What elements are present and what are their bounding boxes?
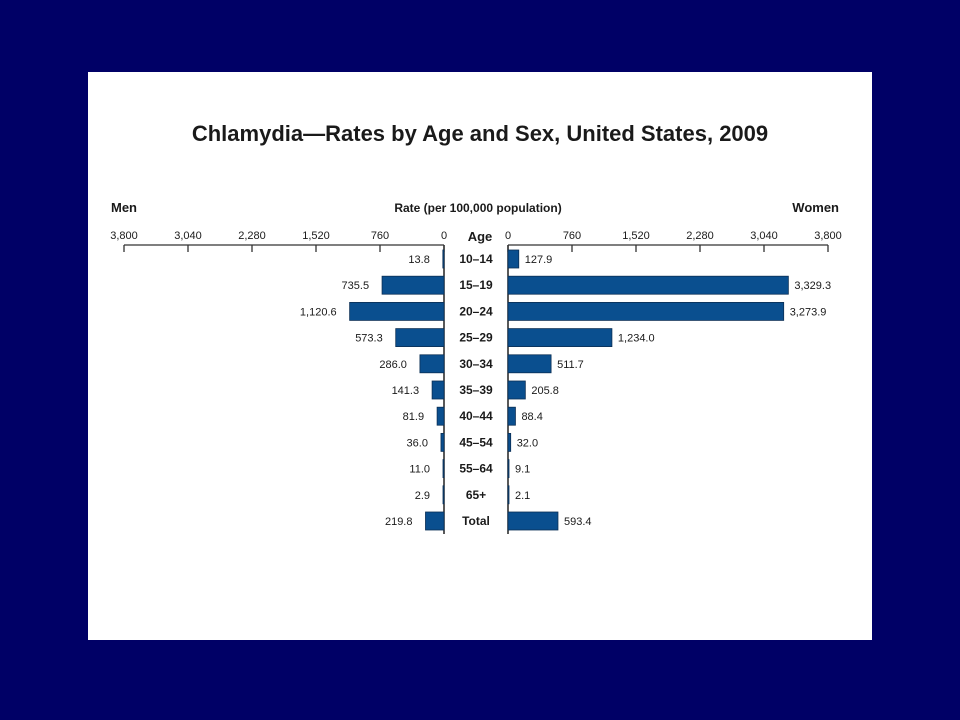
women-value-label: 127.9: [525, 254, 553, 266]
men-label: Men: [111, 200, 137, 215]
women-tick-label: 2,280: [686, 230, 714, 242]
men-value-label: 1,120.6: [300, 306, 337, 318]
men-bar: [349, 301, 445, 321]
age-category-label: 15–19: [459, 278, 493, 292]
men-tick-label: 3,040: [174, 230, 202, 242]
age-header: Age: [468, 229, 493, 244]
men-value-label: 13.8: [408, 254, 429, 266]
women-value-label: 593.4: [564, 516, 592, 528]
women-tick-label: 3,800: [814, 230, 842, 242]
women-value-label: 1,234.0: [618, 333, 655, 345]
men-value-label: 2.9: [415, 490, 430, 502]
axis-title: Rate (per 100,000 population): [394, 201, 561, 215]
men-bar: [442, 485, 445, 505]
women-value-label: 205.8: [531, 385, 559, 397]
slide-panel: Chlamydia—Rates by Age and Sex, United S…: [88, 72, 872, 640]
women-value-label: 3,329.3: [794, 280, 831, 292]
men-bar: [440, 432, 445, 452]
women-tick-label: 760: [563, 230, 581, 242]
women-bar: [507, 328, 613, 348]
women-bar: [507, 249, 520, 269]
men-bar: [419, 354, 445, 374]
men-bar: [381, 275, 445, 295]
men-value-label: 219.8: [385, 516, 413, 528]
age-category-label: 65+: [466, 488, 486, 502]
women-bar: [507, 354, 552, 374]
women-value-label: 32.0: [517, 437, 538, 449]
men-value-label: 573.3: [355, 333, 383, 345]
age-category-label: 10–14: [459, 252, 493, 266]
women-tick-label: 0: [505, 230, 511, 242]
women-value-label: 88.4: [521, 411, 542, 423]
men-tick-label: 2,280: [238, 230, 266, 242]
men-value-label: 141.3: [392, 385, 420, 397]
women-bar: [507, 459, 510, 479]
men-tick-label: 760: [371, 230, 389, 242]
men-value-label: 286.0: [379, 359, 407, 371]
women-value-label: 9.1: [515, 464, 530, 476]
women-bar: [507, 406, 516, 426]
age-category-label: 30–34: [459, 357, 493, 371]
chlamydia-rates-chart: Chlamydia—Rates by Age and Sex, United S…: [110, 121, 842, 534]
age-category-label: 25–29: [459, 331, 493, 345]
chart-title: Chlamydia—Rates by Age and Sex, United S…: [192, 121, 768, 146]
women-bar: [507, 275, 789, 295]
women-bar: [507, 511, 559, 531]
age-category-label: 55–64: [459, 462, 493, 476]
age-category-label: Total: [462, 514, 490, 528]
men-bar: [436, 406, 445, 426]
men-tick-label: 3,800: [110, 230, 138, 242]
men-bar: [431, 380, 445, 400]
women-bar: [507, 301, 785, 321]
men-bar: [442, 249, 445, 269]
men-value-label: 81.9: [403, 411, 424, 423]
men-bar: [425, 511, 445, 531]
men-tick-label: 1,520: [302, 230, 330, 242]
men-value-label: 735.5: [342, 280, 370, 292]
women-value-label: 3,273.9: [790, 306, 827, 318]
women-bar: [507, 485, 510, 505]
men-bar: [442, 459, 445, 479]
women-value-label: 2.1: [515, 490, 530, 502]
women-bar: [507, 380, 526, 400]
age-category-label: 35–39: [459, 383, 493, 397]
women-tick-label: 3,040: [750, 230, 778, 242]
age-category-label: 45–54: [459, 435, 493, 449]
women-label: Women: [792, 200, 839, 215]
men-value-label: 11.0: [409, 464, 430, 476]
men-tick-label: 0: [441, 230, 447, 242]
age-category-label: 40–44: [459, 409, 493, 423]
women-value-label: 511.7: [557, 359, 584, 371]
men-bar: [395, 328, 445, 348]
men-value-label: 36.0: [407, 437, 428, 449]
women-bar: [507, 432, 512, 452]
age-category-label: 20–24: [459, 304, 493, 318]
women-tick-label: 1,520: [622, 230, 650, 242]
